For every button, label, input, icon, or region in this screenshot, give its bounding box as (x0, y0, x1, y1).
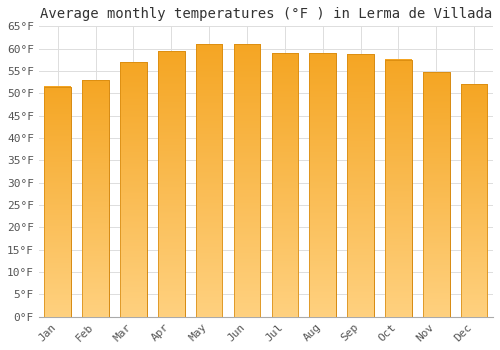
Bar (44, 86, 71, 317)
Bar (310, 53, 336, 317)
Bar (272, 53, 298, 317)
Bar (196, 44, 222, 317)
Bar (196, 44, 222, 317)
Bar (120, 62, 146, 317)
Bar (120, 62, 146, 317)
Bar (348, 54, 374, 317)
Bar (82, 80, 109, 317)
Bar (82, 80, 109, 317)
Title: Average monthly temperatures (°F ) in Lerma de Villada: Average monthly temperatures (°F ) in Le… (40, 7, 492, 21)
Bar (310, 53, 336, 317)
Bar (272, 53, 298, 317)
Bar (385, 60, 411, 317)
Bar (423, 72, 450, 317)
Bar (385, 60, 411, 317)
Bar (44, 86, 71, 317)
Bar (158, 51, 184, 317)
Bar (461, 84, 487, 317)
Bar (234, 44, 260, 317)
Bar (234, 44, 260, 317)
Bar (158, 51, 184, 317)
Bar (423, 72, 450, 317)
Bar (348, 54, 374, 317)
Bar (461, 84, 487, 317)
